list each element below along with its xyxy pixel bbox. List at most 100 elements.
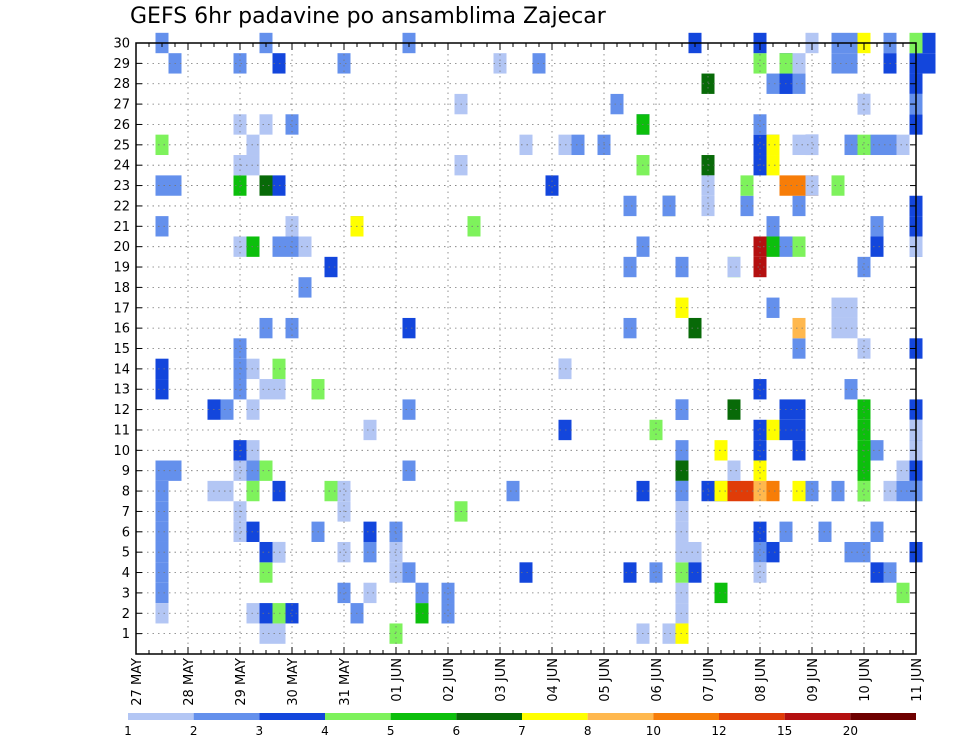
precip-cell (688, 562, 702, 583)
precip-cell (337, 480, 351, 502)
precip-cell (766, 297, 780, 318)
precip-cell (233, 53, 247, 74)
precip-cell (792, 195, 806, 217)
precip-cell (870, 440, 884, 461)
precip-cell (259, 562, 273, 583)
precip-cell (792, 338, 806, 359)
legend-swatch (784, 713, 851, 720)
precip-cell (506, 480, 520, 502)
precip-cell (857, 460, 871, 481)
x-tick-label: 04 JUN (546, 658, 561, 702)
precip-cell (662, 195, 676, 217)
y-tick-label: 23 (113, 179, 130, 194)
x-tick-label: 27 MAY (130, 658, 145, 706)
precip-cell (753, 480, 767, 502)
precip-cell (896, 134, 910, 156)
y-tick-label: 14 (113, 362, 130, 377)
precip-cell (792, 399, 806, 420)
precip-cell (766, 419, 780, 441)
y-tick-label: 17 (113, 301, 130, 316)
chart-title: GEFS 6hr padavine po ansamblima Zajecar (130, 4, 606, 29)
legend-swatch (850, 713, 916, 720)
legend-swatch (653, 713, 719, 720)
y-tick-label: 27 (113, 98, 130, 113)
precip-cell (220, 399, 234, 420)
legend-label: 20 (843, 724, 858, 738)
precip-cell (714, 582, 728, 604)
y-tick-label: 22 (113, 199, 130, 214)
y-tick-label: 6 (122, 525, 130, 540)
precip-cell (792, 134, 806, 156)
precip-cell (857, 256, 871, 278)
precip-cell (220, 480, 234, 502)
y-tick-label: 13 (113, 383, 130, 398)
precip-cell (441, 603, 455, 624)
y-tick-label: 3 (122, 586, 130, 601)
precip-cell (337, 582, 351, 604)
precip-cell (792, 236, 806, 257)
precip-cell (857, 480, 871, 502)
precip-cell (623, 317, 637, 339)
legend-swatch (325, 713, 391, 720)
precip-cell (857, 338, 871, 359)
x-tick-label: 09 JUN (806, 658, 821, 702)
precip-cell (402, 399, 416, 420)
precip-cell (792, 317, 806, 339)
precip-cell (870, 236, 884, 257)
precip-cell (857, 419, 871, 441)
y-tick-label: 20 (113, 240, 130, 255)
precip-cell (519, 562, 533, 583)
precip-cell (233, 460, 247, 481)
precip-cell (467, 216, 481, 237)
precip-cell (155, 358, 169, 380)
y-tick-label: 25 (113, 138, 130, 153)
y-tick-label: 24 (113, 159, 130, 174)
precip-cell (766, 236, 780, 257)
legend-swatch (522, 713, 588, 720)
legend-label: 5 (387, 724, 395, 738)
precip-cell (402, 562, 416, 583)
precip-cell (792, 73, 806, 94)
x-tick-label: 05 JUN (598, 658, 613, 702)
grid-layer (135, 42, 917, 655)
precip-cell (753, 460, 767, 481)
y-tick-label: 16 (113, 322, 130, 337)
legend-swatch (193, 713, 260, 720)
y-tick-label: 5 (122, 546, 130, 561)
precip-cell (753, 114, 767, 135)
precip-cell (688, 541, 702, 563)
precip-cell (870, 134, 884, 156)
legend-label: 10 (646, 724, 661, 738)
precip-cell (727, 256, 741, 278)
legend-swatch (456, 713, 522, 720)
y-tick-label: 18 (113, 281, 130, 296)
precip-cell (753, 541, 767, 563)
precip-cell (870, 562, 884, 583)
precip-cell (337, 53, 351, 74)
precip-cell (259, 603, 273, 624)
y-tick-label: 10 (113, 444, 130, 459)
precip-cell (714, 440, 728, 461)
precip-cell (662, 623, 676, 644)
legend-label: 2 (190, 724, 198, 738)
precip-cell (233, 379, 247, 400)
precip-cell (870, 521, 884, 542)
y-tick-label: 2 (122, 607, 130, 622)
precip-cell (805, 134, 819, 156)
legend-label: 8 (584, 724, 592, 738)
precip-cell (870, 216, 884, 237)
y-tick-label: 12 (113, 403, 130, 418)
precip-cell (155, 521, 169, 542)
legend-label: 6 (453, 724, 461, 738)
precip-cell (753, 256, 767, 278)
precip-cell (857, 399, 871, 420)
precip-cell (766, 134, 780, 156)
precip-cell (805, 175, 819, 196)
precip-cell (363, 521, 377, 542)
legend-swatch (128, 713, 194, 720)
legend-label: 7 (518, 724, 526, 738)
precip-cell (766, 541, 780, 563)
precip-cell (259, 114, 273, 135)
precip-cell (805, 480, 819, 502)
